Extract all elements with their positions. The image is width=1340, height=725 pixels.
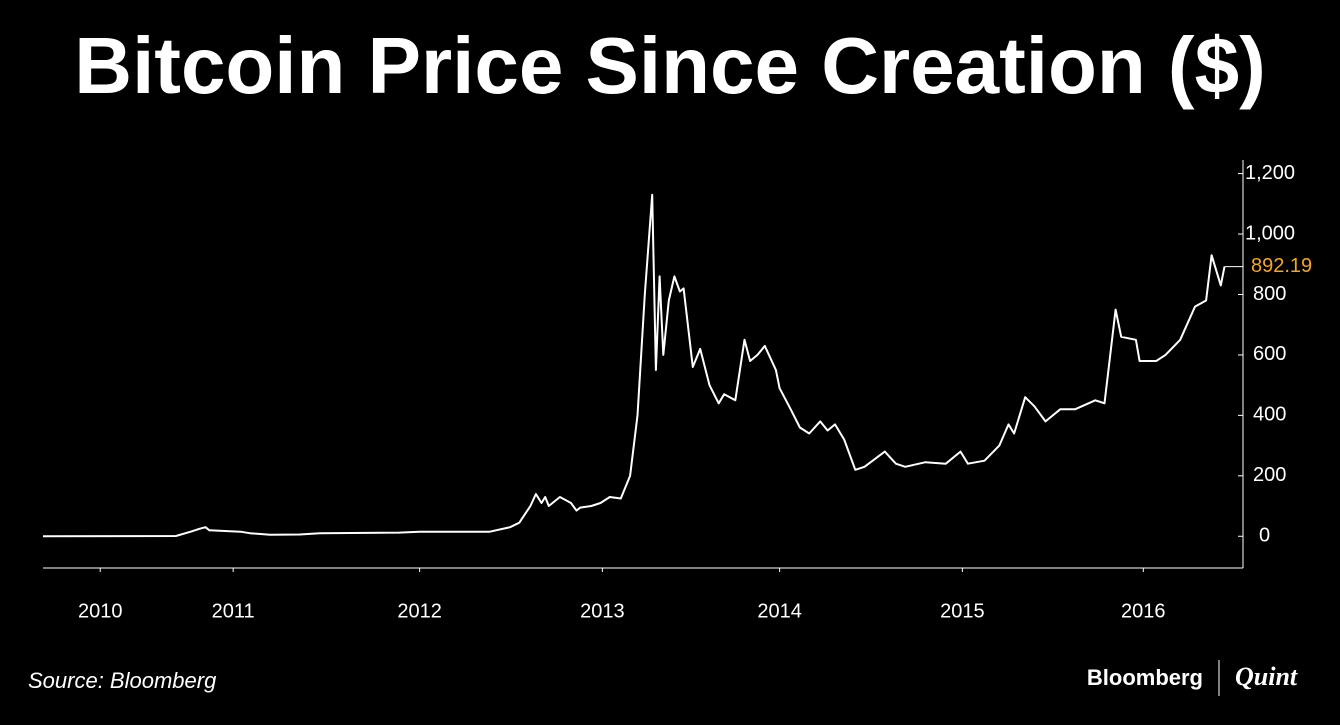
logo: Quint [1235,662,1298,691]
x-tick-label: 2010 [78,600,123,622]
chart-title: Bitcoin Price Since Creation ($) [74,21,1265,110]
y-tick-label: 600 [1253,343,1286,365]
last-value-label: 892.19 [1251,255,1312,277]
y-tick-label: 1,200 [1245,162,1295,184]
source: Source: Bloomberg [28,668,217,693]
x-tick-label: 2011 [212,600,255,622]
price-line [42,193,1226,538]
x-tick-label: 2015 [940,600,985,622]
y-tick-label: 200 [1253,464,1286,486]
logo: Bloomberg [1087,665,1203,690]
x-tick-label: 2012 [397,600,442,622]
x-tick-label: 2016 [1121,600,1166,622]
y-tick-label: 1,000 [1245,222,1295,244]
y-tick-label: 0 [1259,525,1270,547]
y-tick-label: 800 [1253,283,1286,305]
y-tick-label: 400 [1253,404,1286,426]
x-tick-label: 2014 [757,600,802,622]
x-tick-label: 2013 [580,600,625,622]
